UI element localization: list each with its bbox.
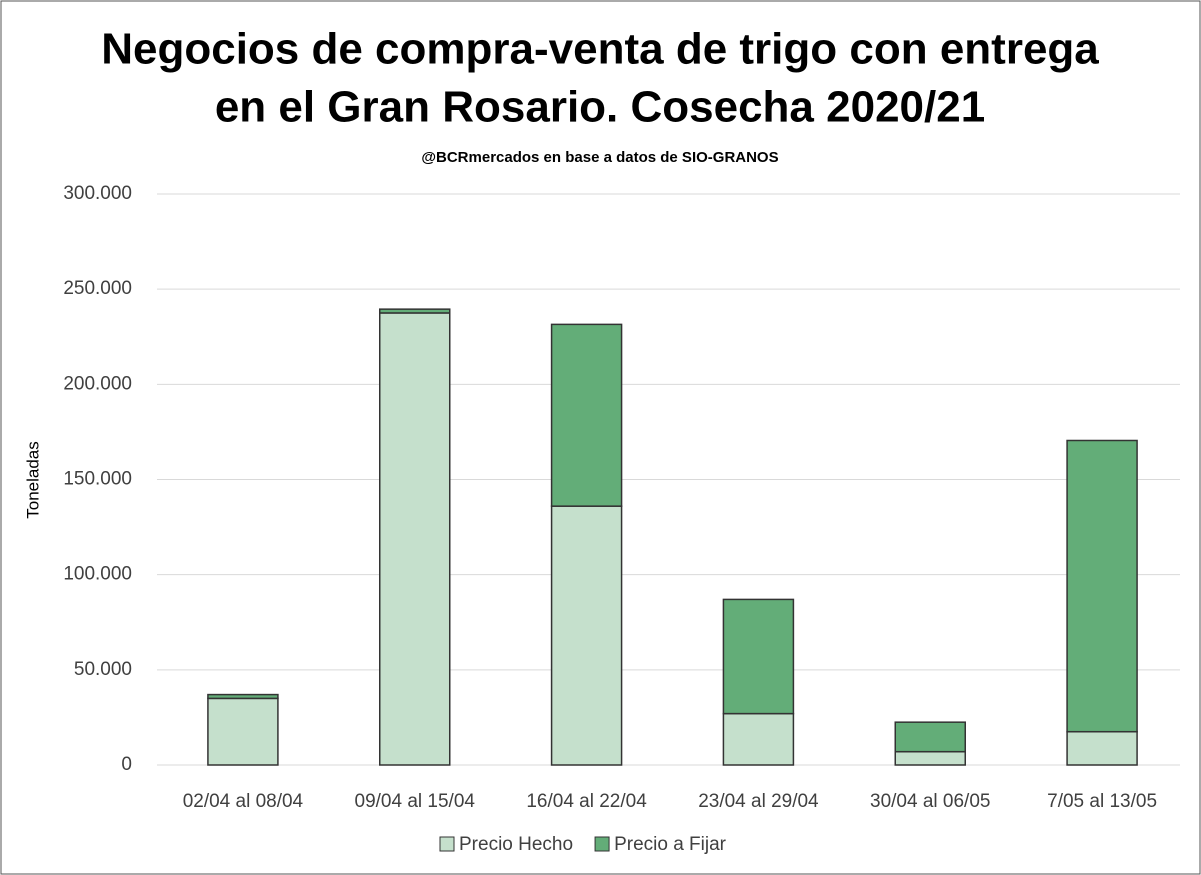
x-tick-label: 02/04 al 08/04 xyxy=(183,791,304,812)
y-axis-label: Toneladas xyxy=(23,441,42,519)
bar xyxy=(722,712,795,766)
y-tick-label: 100.000 xyxy=(63,564,132,585)
x-tick-label: 30/04 al 06/05 xyxy=(870,791,990,812)
x-tick-label: 7/05 al 13/05 xyxy=(1047,791,1157,812)
legend-label: Precio Hecho xyxy=(459,834,573,855)
bar xyxy=(207,693,279,700)
x-tick-label: 16/04 al 22/04 xyxy=(526,791,647,812)
chart-subtitle: @BCRmercados en base a datos de SIO-GRAN… xyxy=(421,149,778,166)
y-tick-label: 150.000 xyxy=(63,469,132,490)
legend-swatch xyxy=(439,836,455,852)
bar xyxy=(379,312,451,766)
chart-title: en el Gran Rosario. Cosecha 2020/21 xyxy=(215,83,985,132)
bar xyxy=(1066,439,1138,733)
bar xyxy=(722,598,795,715)
y-tick-label: 300.000 xyxy=(63,183,132,204)
x-tick-label: 23/04 al 29/04 xyxy=(698,791,819,812)
y-tick-label: 50.000 xyxy=(74,659,132,680)
legend-swatch xyxy=(594,836,610,852)
bar xyxy=(894,750,966,766)
bar xyxy=(207,697,279,766)
bar xyxy=(379,308,451,314)
bar xyxy=(894,721,966,753)
bar xyxy=(550,505,623,766)
chart-title: Negocios de compra-venta de trigo con en… xyxy=(101,25,1099,74)
y-tick-label: 200.000 xyxy=(63,373,132,394)
legend-label: Precio a Fijar xyxy=(614,834,727,855)
x-tick-label: 09/04 al 15/04 xyxy=(355,791,476,812)
y-tick-label: 0 xyxy=(121,754,132,775)
bar xyxy=(1066,730,1138,766)
y-tick-label: 250.000 xyxy=(63,278,132,299)
bar xyxy=(550,323,623,507)
